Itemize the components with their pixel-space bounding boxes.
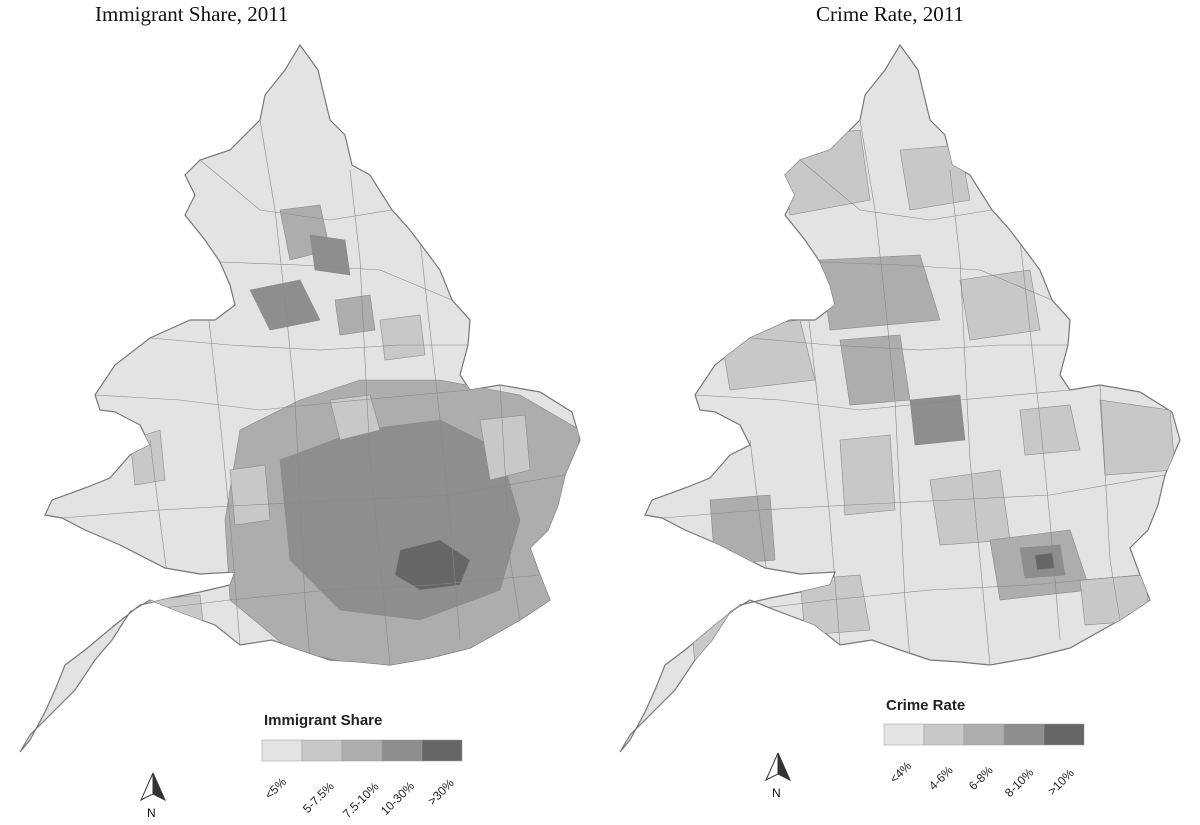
- immigrant-share-panel: Immigrant Share, 2011: [19, 2, 581, 821]
- legend-swatch: [923, 723, 965, 746]
- legend-swatch: [421, 739, 463, 762]
- north-label: N: [147, 806, 156, 820]
- crime-rate-panel: Crime Rate, 2011: [600, 0, 1200, 825]
- legend-swatch: [381, 739, 423, 762]
- england-wales-map: [619, 43, 1181, 782]
- legend-title: Immigrant Share: [264, 712, 383, 729]
- legend-swatch: [341, 739, 383, 762]
- north-arrow-icon: [764, 752, 792, 782]
- england-wales-map: [19, 43, 581, 802]
- map-title: Crime Rate, 2011: [816, 2, 964, 26]
- map-title: Immigrant Share, 2011: [95, 2, 289, 26]
- legend-swatches: [883, 723, 1085, 746]
- legend-swatch: [883, 723, 925, 746]
- legend-swatch: [963, 723, 1005, 746]
- north-arrow-icon: [139, 772, 167, 802]
- legend-swatches: [261, 739, 463, 762]
- legend-swatch: [301, 739, 343, 762]
- legend-swatch: [1003, 723, 1045, 746]
- legend-swatch: [1043, 723, 1085, 746]
- legend-title: Crime Rate: [886, 697, 966, 714]
- north-label: N: [772, 786, 781, 800]
- legend-swatch: [261, 739, 303, 762]
